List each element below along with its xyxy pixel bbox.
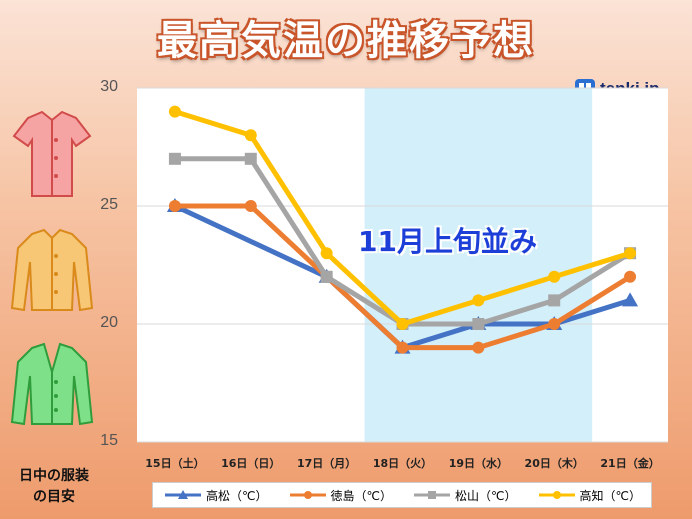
data-point-3	[472, 294, 485, 307]
y-tick-label: 30	[100, 78, 118, 95]
series-line-0	[173, 203, 631, 351]
y-tick-label: 25	[100, 196, 118, 213]
legend-label: 高知（℃）	[579, 488, 641, 503]
long-sleeve-shirt-icon	[10, 228, 94, 312]
data-point-3	[396, 318, 409, 330]
legend-label: 徳島（℃）	[330, 488, 392, 503]
normal-temp-annotation: 11月上旬並み	[358, 225, 537, 258]
data-point-3	[244, 129, 257, 142]
data-point-0	[622, 292, 639, 307]
data-point-3	[168, 105, 181, 118]
legend-item: 徳島（℃）	[288, 487, 392, 504]
legend-label: 高松（℃）	[206, 488, 268, 503]
legend-item: 高知（℃）	[537, 487, 641, 504]
x-tick-label: 15日（土）	[145, 457, 205, 470]
cardigan-icon	[10, 342, 94, 426]
data-point-2	[244, 152, 257, 165]
data-point-3	[548, 270, 561, 283]
data-point-1	[168, 200, 181, 212]
data-point-3	[624, 247, 637, 260]
chart-title: 最高気温の推移予想	[157, 18, 535, 64]
highlight-band	[364, 88, 593, 442]
x-tick-label: 16日（日）	[221, 457, 281, 470]
y-tick-label: 15	[100, 432, 118, 449]
legend-item: 松山（℃）	[412, 487, 516, 504]
legend-swatch	[414, 491, 450, 499]
data-point-1	[624, 270, 637, 283]
data-point-1	[548, 318, 561, 330]
data-point-2	[472, 318, 485, 330]
x-tick-label: 18日（火）	[372, 457, 433, 470]
x-tick-label: 21日（金）	[600, 457, 660, 470]
clothes-caption-line-2: の目安	[33, 489, 75, 505]
legend-swatch	[165, 490, 201, 499]
x-tick-label: 20日（木）	[524, 457, 584, 470]
data-point-2	[168, 152, 181, 165]
data-point-2	[320, 270, 333, 283]
x-tick-label: 19日（水）	[448, 457, 508, 470]
legend-swatch	[538, 491, 575, 499]
chart-legend: 高松（℃） 徳島（℃） 松山（℃） 高知（℃）	[152, 482, 652, 508]
clothes-caption: 日中の服装 の目安	[6, 466, 102, 508]
legend-label: 松山（℃）	[455, 488, 517, 503]
legend-swatch	[289, 491, 326, 499]
legend-item: 高松（℃）	[163, 487, 267, 504]
x-tick-label: 17日（月）	[296, 457, 357, 470]
short-sleeve-shirt-icon	[12, 110, 92, 197]
data-point-1	[244, 200, 257, 212]
data-point-3	[320, 247, 333, 260]
data-point-1	[472, 341, 485, 354]
y-tick-label: 20	[100, 314, 118, 331]
data-point-1	[396, 341, 409, 354]
data-point-2	[548, 294, 561, 307]
clothes-caption-line-1: 日中の服装	[19, 468, 89, 484]
